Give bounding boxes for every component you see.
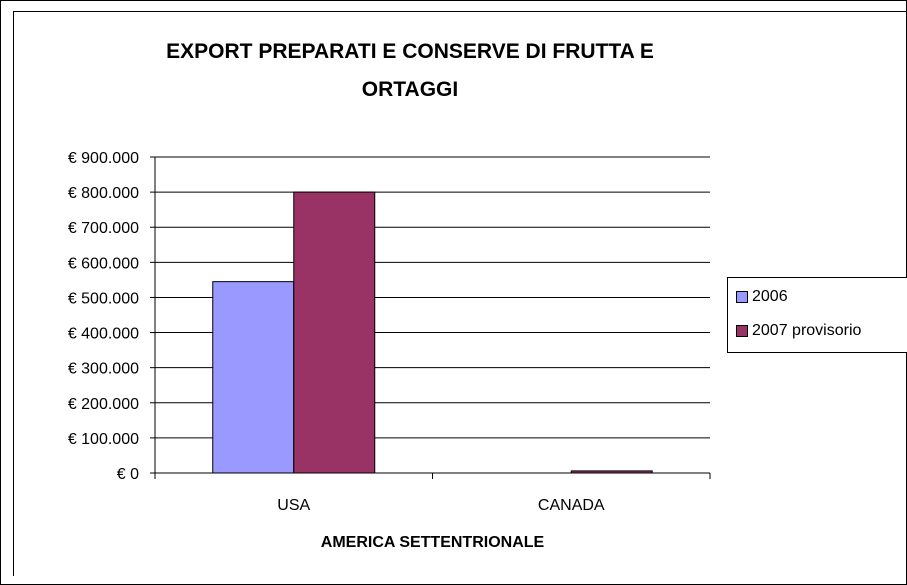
x-axis-title: AMERICA SETTENTRIONALE: [320, 534, 545, 551]
chart-title-line-1: EXPORT PREPARATI E CONSERVE DI FRUTTA E: [166, 40, 654, 63]
y-tick-label: € 800.000: [68, 185, 139, 202]
y-tick-label: € 600.000: [68, 255, 139, 272]
chart-title-line-2: ORTAGGI: [361, 78, 459, 101]
chart-title: EXPORT PREPARATI E CONSERVE DI FRUTTA E …: [90, 33, 730, 109]
y-axis-tick-labels: € 0 € 100.000 € 200.000 € 300.000 € 400.000 €…: [68, 150, 139, 483]
bar-usa-2007: [293, 191, 376, 474]
y-tick-label: € 0: [117, 466, 139, 483]
bar-usa-2006: [212, 281, 295, 474]
y-tick-label: € 200.000: [68, 396, 139, 413]
legend: 2006 2007 provisorio: [727, 277, 907, 353]
y-tick-label: € 300.000: [68, 361, 139, 378]
y-tick-label: € 700.000: [68, 220, 139, 237]
legend-item-2006: 2006: [736, 286, 788, 308]
axes: [150, 156, 711, 479]
x-tick-label: USA: [277, 497, 310, 514]
y-tick-label: € 500.000: [68, 290, 139, 307]
legend-label-2007: 2007 provisorio: [752, 322, 862, 339]
x-axis-tick-labels: USA CANADA: [277, 497, 605, 514]
legend-swatch-2006: [736, 291, 748, 303]
legend-item-2007: 2007 provisorio: [736, 320, 861, 342]
x-tick-label: CANADA: [538, 497, 605, 514]
y-tick-label: € 400.000: [68, 326, 139, 343]
bars: [212, 191, 653, 474]
chart-area-border: [13, 11, 907, 576]
y-tick-label: € 100.000: [68, 431, 139, 448]
legend-swatch-2007: [736, 325, 748, 337]
y-tick-label: € 900.000: [68, 150, 139, 167]
legend-label-2006: 2006: [752, 288, 788, 305]
